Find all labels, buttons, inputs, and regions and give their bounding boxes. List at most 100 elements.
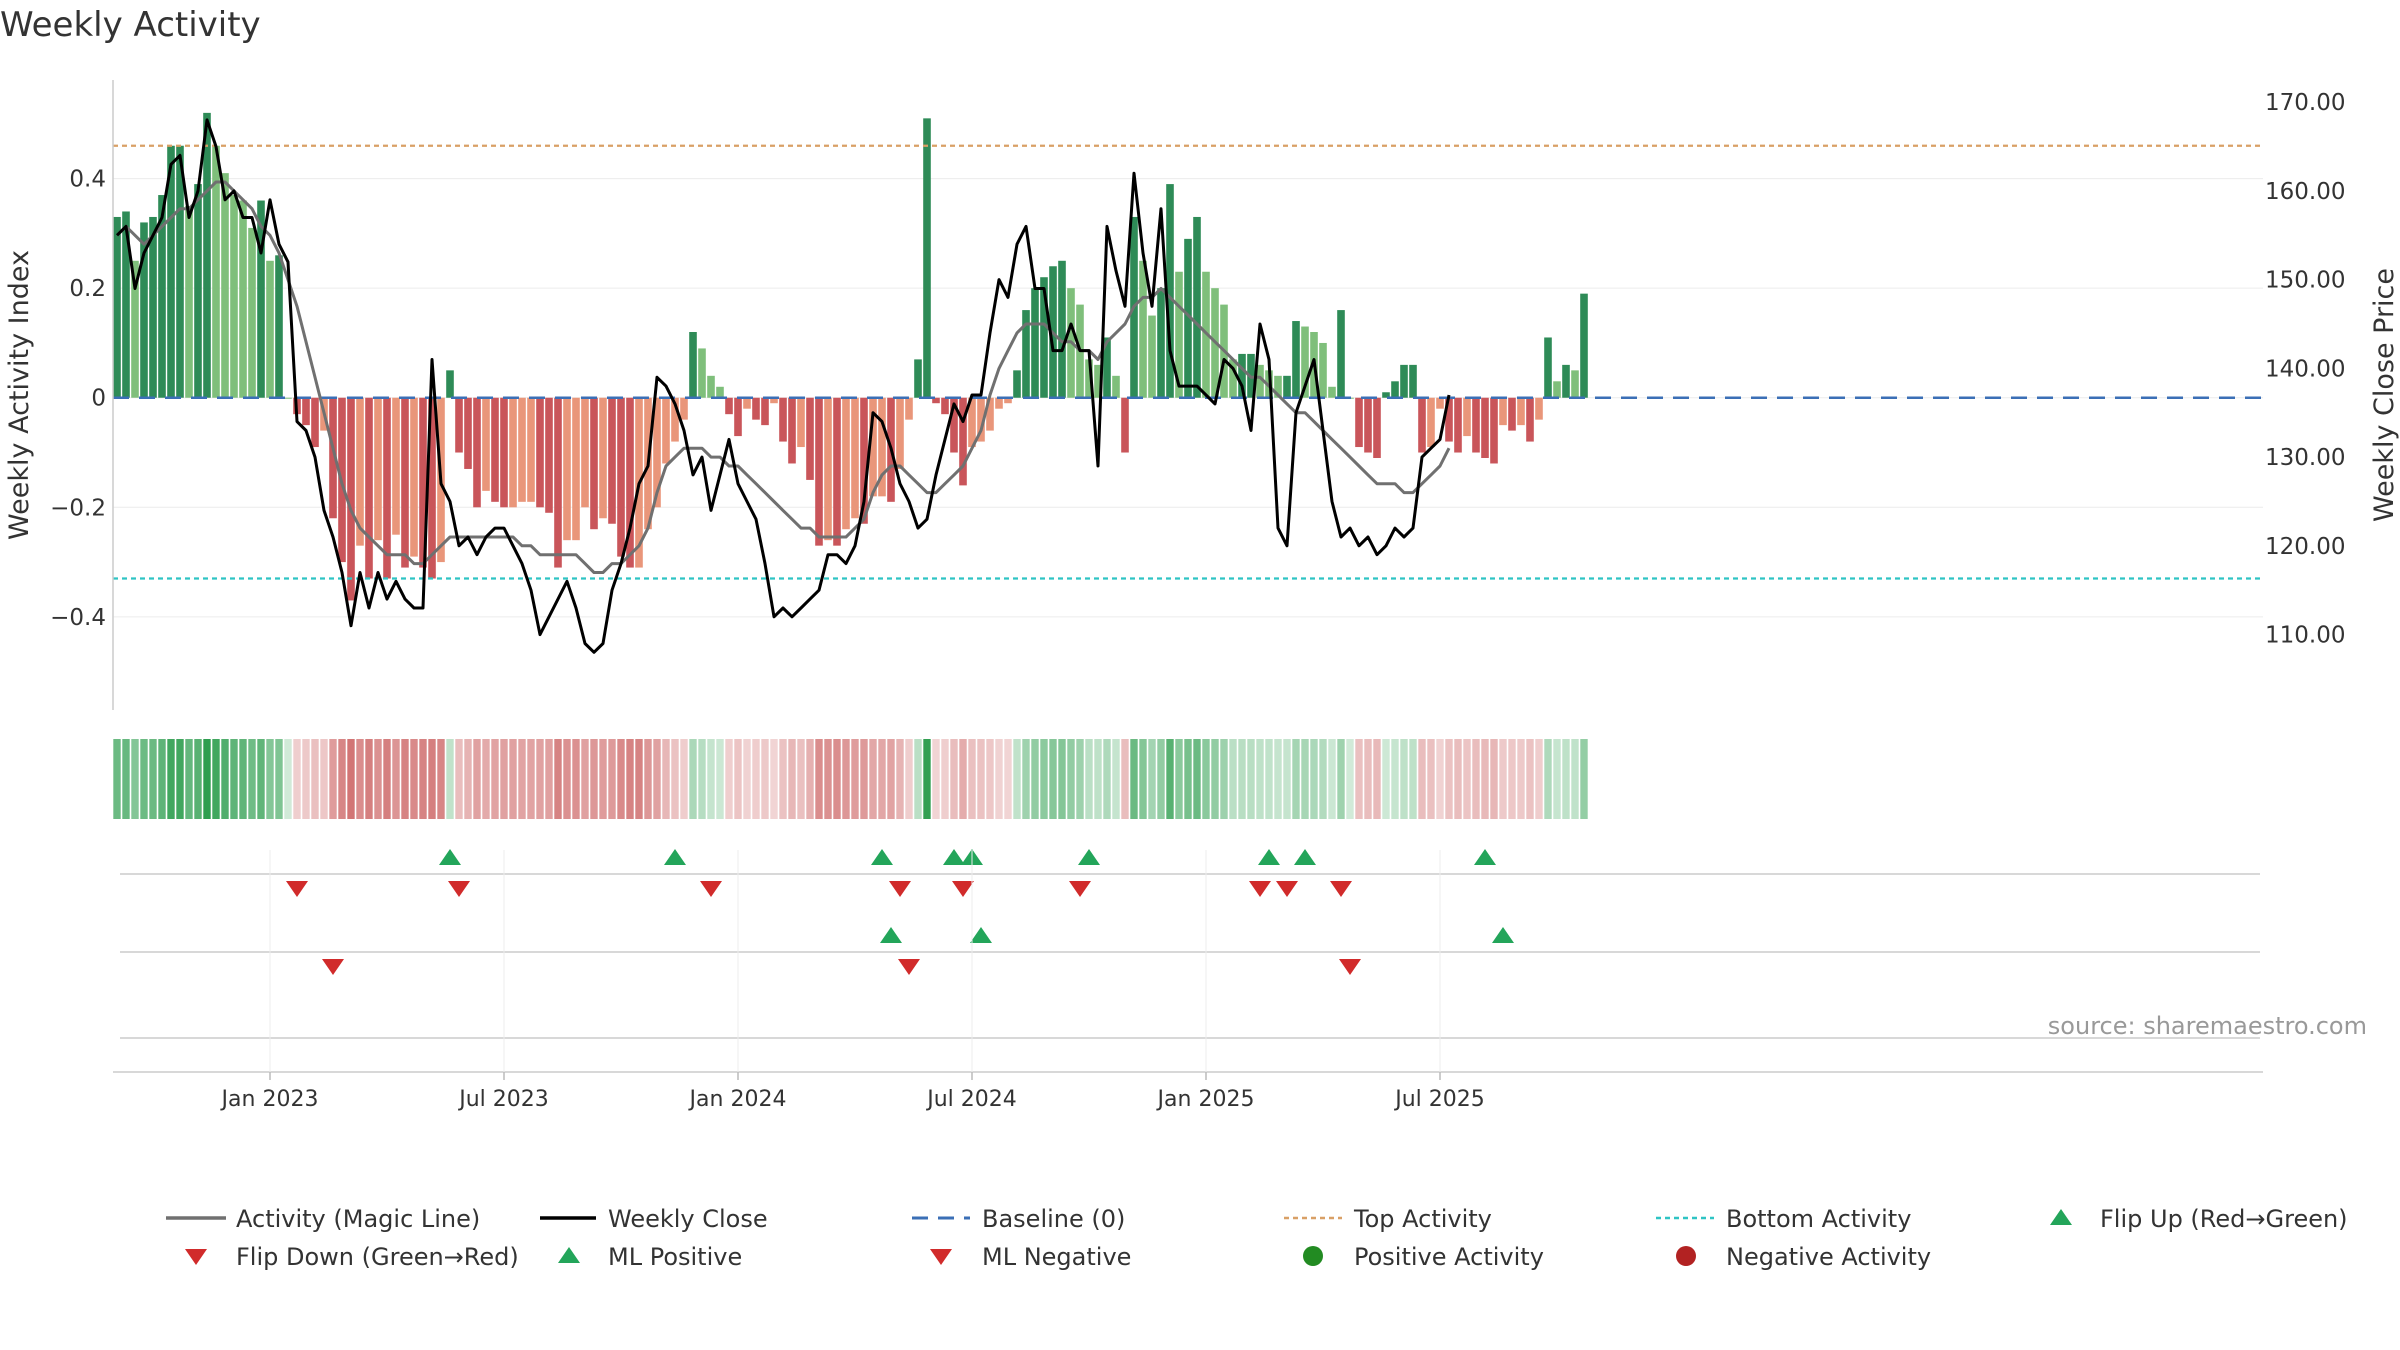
heat-cell <box>995 739 1003 819</box>
heat-cell <box>914 739 922 819</box>
heat-cell <box>212 739 220 819</box>
heat-cell <box>635 739 643 819</box>
activity-bar <box>680 397 688 420</box>
heat-cell <box>1310 739 1318 819</box>
activity-bar <box>788 397 796 464</box>
flip-down-marker <box>1276 881 1298 897</box>
activity-bar <box>446 370 454 398</box>
heat-cell <box>176 739 184 819</box>
legend: Activity (Magic Line) Weekly Close Basel… <box>166 1205 2348 1271</box>
flip-down-marker <box>1069 881 1091 897</box>
heat-cell <box>401 739 409 819</box>
heat-cell <box>1220 739 1228 819</box>
activity-bar <box>554 397 562 568</box>
activity-bar <box>752 397 760 420</box>
heat-cell <box>347 739 355 819</box>
heat-cell <box>950 739 958 819</box>
ml-positive-marker <box>880 927 902 943</box>
heat-cell <box>428 739 436 819</box>
activity-bar <box>356 397 364 546</box>
activity-bar <box>1355 397 1363 448</box>
heat-cell <box>1373 739 1381 819</box>
heat-cell <box>1292 739 1300 819</box>
flip-down-marker <box>1249 881 1271 897</box>
activity-bar <box>1400 364 1408 398</box>
activity-bar <box>950 397 958 453</box>
activity-bar <box>1373 397 1381 458</box>
date-tick-label: Jan 2025 <box>1156 1087 1255 1112</box>
activity-bar <box>842 397 850 530</box>
heat-cell <box>1022 739 1030 819</box>
legend-label-positive-activity: Positive Activity <box>1354 1243 1544 1271</box>
heat-cell <box>959 739 967 819</box>
activity-bar <box>500 397 508 508</box>
activity-bar <box>1562 364 1570 398</box>
heat-cell <box>1454 739 1462 819</box>
activity-bar <box>959 397 967 486</box>
activity-bar <box>1517 397 1525 426</box>
heat-cell <box>1031 739 1039 819</box>
heat-cell <box>608 739 616 819</box>
activity-bar <box>1535 397 1543 420</box>
activity-bar <box>140 222 148 398</box>
activity-bar <box>986 397 994 431</box>
heat-cell <box>1121 739 1129 819</box>
activity-bar <box>1238 353 1246 398</box>
activity-bar <box>284 397 292 399</box>
heat-cell <box>1013 739 1021 819</box>
heat-cell <box>266 739 274 819</box>
heat-cell <box>1481 739 1489 819</box>
reference-lines <box>113 144 2263 580</box>
activity-bar <box>1175 271 1183 398</box>
legend-label-magic-line: Activity (Magic Line) <box>236 1205 480 1233</box>
activity-bar <box>1445 397 1453 442</box>
heat-cell <box>1103 739 1111 819</box>
heat-cell <box>887 739 895 819</box>
heat-cell <box>1364 739 1372 819</box>
flip-down-marker <box>448 881 470 897</box>
activity-bar <box>995 397 1003 409</box>
activity-bar <box>365 397 373 579</box>
date-tick-label: Jan 2024 <box>688 1087 787 1112</box>
activity-bar <box>1418 397 1426 453</box>
activity-bar <box>1013 370 1021 398</box>
activity-bar <box>599 397 607 519</box>
activity-bar <box>734 397 742 437</box>
activity-bar <box>185 206 193 398</box>
heat-cell <box>626 739 634 819</box>
activity-bar <box>851 397 859 519</box>
activity-bar <box>689 332 697 398</box>
heat-cell <box>338 739 346 819</box>
activity-bar <box>923 118 931 398</box>
activity-bar <box>653 397 661 508</box>
heat-cell <box>1562 739 1570 819</box>
activity-bar <box>167 145 175 398</box>
activity-bar <box>1391 381 1399 398</box>
heat-cell <box>1463 739 1471 819</box>
activity-bar <box>221 173 229 398</box>
legend-swatch-flip-down <box>185 1249 207 1265</box>
activity-bar <box>212 145 220 398</box>
heat-cell <box>554 739 562 819</box>
activity-bar <box>194 184 202 398</box>
heat-cell <box>923 739 931 819</box>
heat-cell <box>203 739 211 819</box>
activity-bar <box>230 195 238 398</box>
heat-cell <box>1301 739 1309 819</box>
heat-cell <box>1328 739 1336 819</box>
activity-bar <box>1544 337 1552 398</box>
activity-bar <box>473 397 481 508</box>
flip-up-marker <box>1078 849 1100 865</box>
heat-cell <box>464 739 472 819</box>
heat-cell <box>779 739 787 819</box>
activity-bar <box>1553 381 1561 398</box>
heat-cell <box>806 739 814 819</box>
activity-bar <box>1157 288 1165 398</box>
activity-bar <box>698 348 706 398</box>
heat-cell <box>590 739 598 819</box>
activity-bar <box>977 397 985 442</box>
legend-label-ml-negative: ML Negative <box>982 1243 1131 1271</box>
heat-cell <box>1490 739 1498 819</box>
heat-cell <box>1472 739 1480 819</box>
activity-bar <box>1481 397 1489 458</box>
